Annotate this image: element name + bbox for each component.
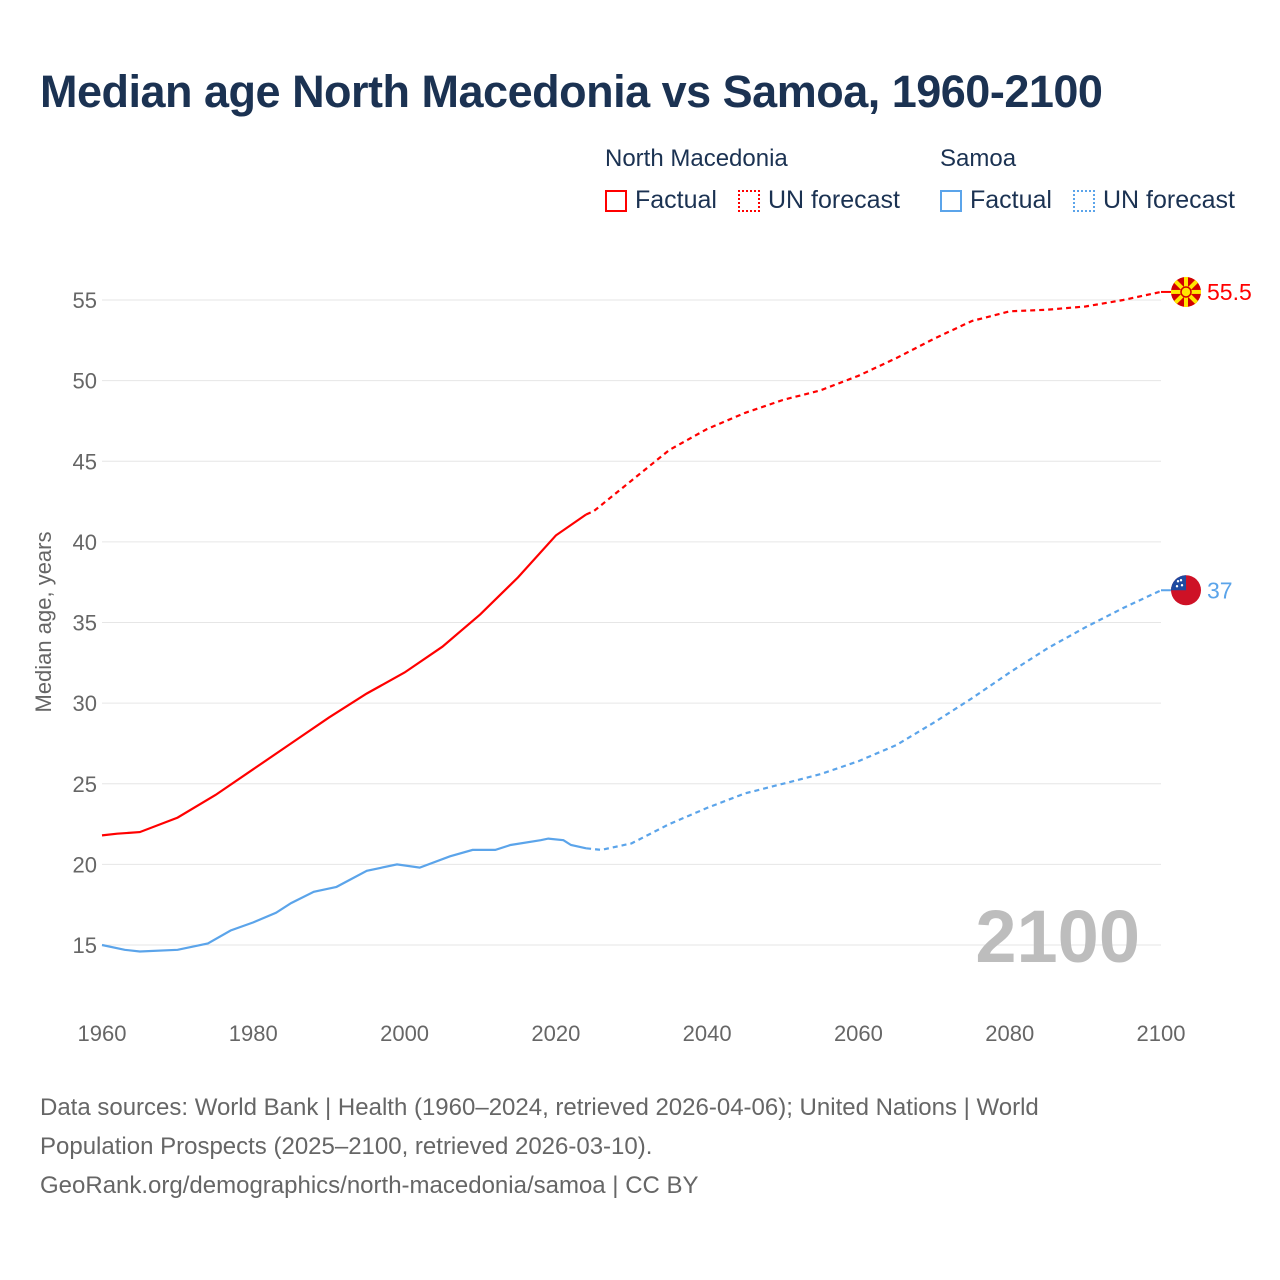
north-macedonia-end-value: 55.5 — [1207, 279, 1252, 305]
source-line-2: Population Prospects (2025–2100, retriev… — [40, 1133, 653, 1160]
chart-title: Median age North Macedonia vs Samoa, 196… — [40, 66, 1103, 117]
legend-north-macedonia-forecast[interactable]: UN forecast — [738, 186, 900, 215]
samoa-forecast-line — [585, 589, 1162, 852]
solid-swatch-icon — [605, 189, 627, 212]
samoa-end-value: 37 — [1207, 577, 1233, 603]
north-macedonia-forecast-line — [585, 290, 1162, 516]
footer: Data sources: World Bank | Health (1960–… — [40, 1088, 1220, 1205]
x-tick-label: 2020 — [531, 1021, 580, 1046]
legend-label: UN forecast — [768, 186, 900, 214]
x-tick-label: 1980 — [229, 1021, 278, 1046]
y-tick-label: 55 — [73, 288, 97, 313]
legend-north-macedonia-factual[interactable]: Factual — [605, 186, 717, 215]
y-tick-label: 40 — [73, 530, 97, 555]
legend-samoa-factual[interactable]: Factual — [940, 186, 1052, 215]
dotted-swatch-icon — [1073, 189, 1095, 212]
x-tick-label: 2100 — [1137, 1021, 1186, 1046]
y-tick-label: 30 — [73, 691, 97, 716]
dotted-swatch-icon — [738, 189, 760, 212]
legend-group-samoa: Samoa — [940, 145, 1017, 172]
y-tick-label: 45 — [73, 449, 97, 474]
y-tick-label: 20 — [73, 852, 97, 877]
y-axis-label: Median age, years — [31, 532, 56, 713]
legend-label: UN forecast — [1103, 186, 1235, 214]
y-tick-label: 35 — [73, 611, 97, 636]
x-tick-label: 1960 — [78, 1021, 127, 1046]
y-tick-label: 50 — [73, 369, 97, 394]
year-watermark: 2100 — [975, 895, 1140, 978]
north-macedonia-factual-line — [101, 513, 587, 837]
source-link[interactable]: GeoRank.org/demographics/north-macedonia… — [40, 1172, 699, 1199]
x-tick-label: 2080 — [985, 1021, 1034, 1046]
legend-samoa-forecast[interactable]: UN forecast — [1073, 186, 1235, 215]
samoa-factual-line — [101, 837, 587, 953]
north-macedonia-flag-icon — [1171, 276, 1201, 307]
x-tick-label: 2000 — [380, 1021, 429, 1046]
y-tick-label: 15 — [73, 933, 97, 958]
legend-group-north-macedonia: North Macedonia — [605, 145, 788, 172]
y-tick-label: 25 — [73, 772, 97, 797]
x-tick-label: 2040 — [683, 1021, 732, 1046]
samoa-flag-icon — [1171, 575, 1201, 606]
legend-label: Factual — [970, 186, 1052, 214]
solid-swatch-icon — [940, 189, 962, 212]
legend-label: Factual — [635, 186, 717, 214]
x-tick-label: 2060 — [834, 1021, 883, 1046]
source-line-1: Data sources: World Bank | Health (1960–… — [40, 1094, 1039, 1121]
